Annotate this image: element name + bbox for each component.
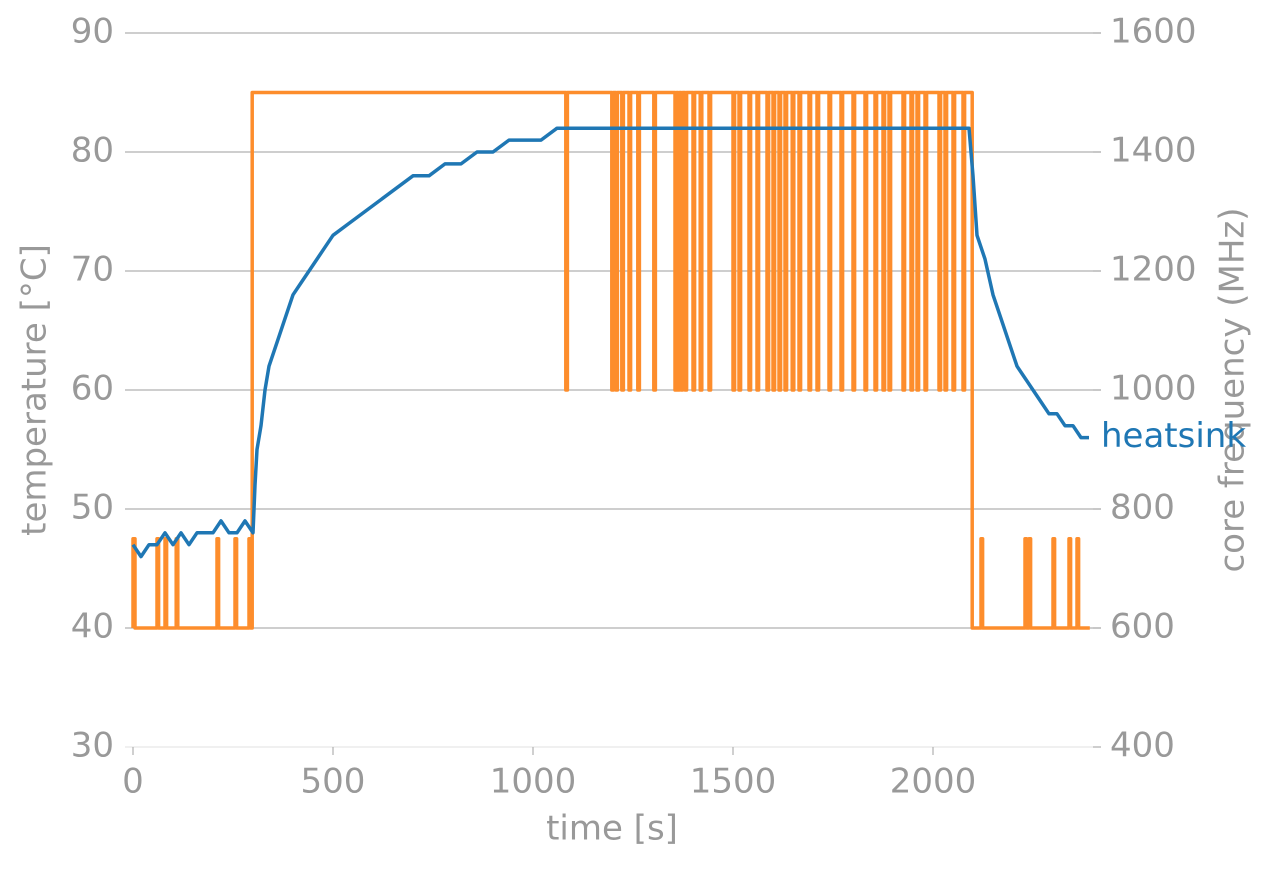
series-line	[131, 126, 1089, 559]
y2-tick-label: 600	[1110, 607, 1175, 647]
y2-tick-label: 800	[1110, 488, 1175, 528]
y-tick-label: 50	[71, 488, 114, 528]
y2-tick-label: 1400	[1110, 131, 1197, 171]
y2-axis-label: core frequency (MHz)	[1213, 207, 1253, 572]
x-tick-label: 0	[122, 762, 144, 802]
y2-tick-label: 1600	[1110, 12, 1197, 52]
series-label: heatsink	[1101, 416, 1246, 456]
y2-tick-label: 1200	[1110, 250, 1197, 290]
series-line	[131, 90, 1090, 630]
x-tick-label: 1500	[690, 762, 777, 802]
y-tick-label: 30	[71, 726, 114, 766]
y-tick-label: 90	[71, 12, 114, 52]
y2-tick-label: 400	[1110, 726, 1175, 766]
y-tick-label: 60	[71, 369, 114, 409]
x-tick-label: 500	[301, 762, 366, 802]
y2-tick-label: 1000	[1110, 369, 1197, 409]
y-tick-label: 40	[71, 607, 114, 647]
y-tick-label: 80	[71, 131, 114, 171]
x-tick-label: 2000	[890, 762, 977, 802]
y-axis-label: temperature [°C]	[15, 244, 55, 536]
y-tick-label: 70	[71, 250, 114, 290]
x-axis-label: time [s]	[546, 809, 678, 849]
x-tick-label: 1000	[490, 762, 577, 802]
